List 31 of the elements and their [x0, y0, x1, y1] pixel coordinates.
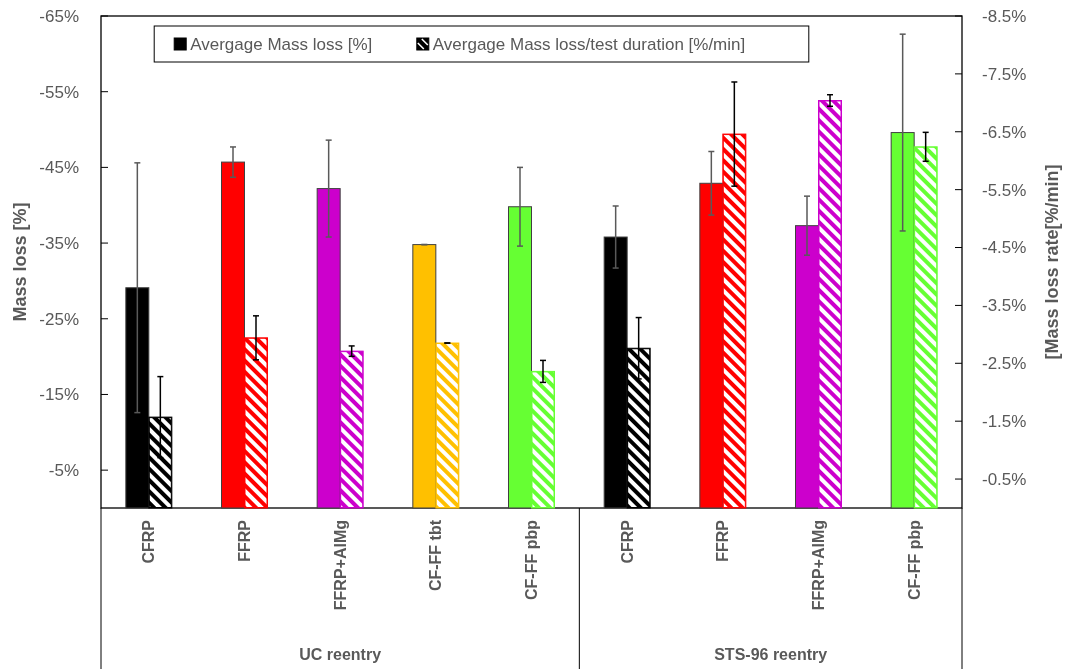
- x-tick-label: CF-FF pbp: [905, 519, 923, 600]
- legend-label: Avergage Mass loss/test duration [%/min]: [432, 35, 746, 54]
- y2-tick-label: -1.5%: [982, 412, 1027, 432]
- y-axis-title: Mass loss [%]: [10, 202, 30, 322]
- y2-tick-label: -2.5%: [982, 354, 1027, 374]
- x-tick-label: CFRP: [618, 519, 636, 564]
- y-tick-label: -65%: [39, 6, 79, 26]
- text: STS-96 reentry: [714, 646, 828, 663]
- y2-tick-label: -3.5%: [982, 296, 1027, 316]
- y-tick-label: -45%: [39, 158, 79, 178]
- y-tick-label: -35%: [39, 234, 79, 254]
- y-tick-label: -5%: [48, 461, 79, 481]
- y-tick-label: -25%: [39, 309, 79, 329]
- x-tick-label: FFRP: [236, 519, 254, 562]
- x-tick-label: FFRP+AlMg: [810, 520, 828, 611]
- y2-tick-label: -8.5%: [982, 6, 1027, 26]
- x-tick-label: FFRP: [714, 519, 732, 562]
- y2-tick-label: -6.5%: [982, 122, 1027, 142]
- y2-tick-label: -5.5%: [982, 180, 1027, 200]
- y2-tick-label: -7.5%: [982, 64, 1027, 84]
- text: UC reentry: [299, 646, 382, 663]
- y-tick-label: -15%: [39, 385, 79, 405]
- y2-axis-title: [Mass loss rate[%/min]: [1042, 164, 1062, 360]
- x-tick-label: CFRP: [140, 519, 158, 564]
- x-tick-label: FFRP+AlMg: [331, 520, 349, 611]
- x-tick-label: CF-FF tbt: [427, 519, 445, 592]
- y2-tick-label: -0.5%: [982, 470, 1027, 490]
- legend-label: Avergage Mass loss [%]: [190, 35, 373, 54]
- y-tick-label: -55%: [39, 82, 79, 102]
- y2-tick-label: -4.5%: [982, 238, 1027, 258]
- x-tick-label: CF-FF pbp: [523, 519, 541, 600]
